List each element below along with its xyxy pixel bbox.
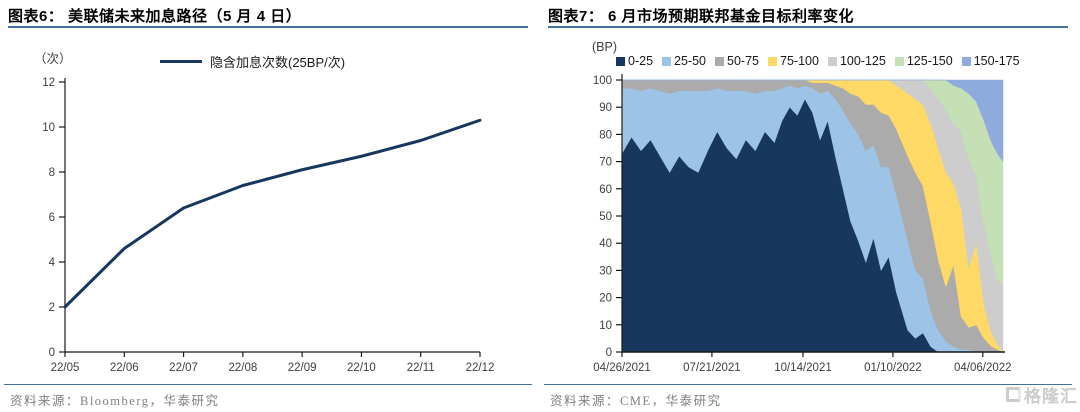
legend-label: 25-50 [674,54,707,68]
legend-item-150-175: 150-175 [961,54,1020,68]
rate-hike-path-line-chart: 0 2 4 6 8 10 12 22/05 22/06 22/07 22/08 22/09 22/10 2… [42,77,494,374]
y-tick-label: 50 [599,211,612,223]
right-chart-panel: 图表7： 6 月市场预期联邦基金目标利率变化 (BP) 0-25 25-50 50-… [540,0,1080,412]
gelonghui-logo: 格隆汇 [1006,382,1078,407]
y-tick-label: 0 [49,347,55,359]
right-source-text: 资料来源：CME，华泰研究 [550,394,722,408]
y-tick-label: 60 [599,184,612,196]
y-tick-label: 10 [599,320,612,332]
left-source-rule [4,384,532,385]
legend-item-50-75: 50-75 [715,54,759,68]
left-title-rule [8,26,528,28]
right-y-unit-label: (BP) [592,40,617,54]
legend-swatch [662,56,672,66]
y-tick-label: 8 [49,167,55,179]
left-plot-area: 0 2 4 6 8 10 12 22/05 22/06 22/07 22/08 22/09 22/10 2… [42,77,494,374]
y-tick-label: 4 [49,257,56,269]
legend-swatch [768,56,777,66]
legend-label: 125-150 [906,54,953,68]
fed-funds-target-stacked-area-chart: 0 10 20 30 40 50 60 70 80 90 100 04/26/2021 07/21/20… [593,74,1012,374]
y-tick-label: 0 [606,347,612,359]
y-tick-label: 10 [42,122,55,134]
x-tick-label: 01/10/2022 [864,362,922,374]
x-tick-label: 22/11 [407,362,435,374]
x-tick-label: 22/10 [347,362,376,374]
right-source-rule [544,384,1072,385]
legend-label: 75-100 [780,54,819,68]
right-title-rule [548,26,1068,28]
y-tick-label: 20 [599,293,612,305]
legend-item-100-125: 100-125 [827,54,886,68]
legend-label: 100-125 [839,54,886,68]
legend-swatch [961,56,971,66]
legend-swatch [894,56,904,66]
left-chart-panel: 图表6： 美联储未来加息路径（5 月 4 日） （次） 隐含加息次数(25BP/… [4,8,532,408]
x-tick-label: 22/05 [51,362,80,374]
x-tick-label: 04/26/2021 [593,362,651,374]
x-tick-label: 22/08 [228,362,257,374]
legend-swatch [827,56,837,66]
legend-swatch [616,56,625,66]
gelonghui-logo-text: 格隆汇 [1024,387,1078,406]
right-plot-area: 0 10 20 30 40 50 60 70 80 90 100 04/26/2021 07/21/20… [593,74,1012,374]
y-tick-label: 40 [599,238,612,250]
x-tick-label: 10/14/2021 [774,362,832,374]
left-chart-legend: 隐含加息次数(25BP/次) [160,52,345,71]
legend-item-25-50: 25-50 [662,54,706,68]
legend-label: 50-75 [727,54,759,68]
y-tick-label: 80 [599,129,612,141]
x-tick-label: 07/21/2021 [683,362,741,374]
legend-item-125-150: 125-150 [894,54,953,68]
gelonghui-icon [1006,387,1021,402]
x-tick-label: 22/12 [466,362,495,374]
y-tick-label: 2 [49,302,55,314]
right-chart-legend: 0-25 25-50 50-75 75-100 100-125 125-150 150-17… [616,54,1020,68]
y-tick-label: 100 [593,75,612,87]
legend-item-0-25: 0-25 [616,54,653,68]
y-tick-label: 12 [42,77,55,89]
y-tick-label: 6 [49,212,55,224]
x-tick-label: 04/06/2022 [954,362,1012,374]
legend-label: 隐含加息次数(25BP/次) [210,55,346,70]
left-y-unit-label: （次） [34,52,72,66]
legend-line-marker [160,60,202,63]
area-series-150-175 [622,79,1004,163]
y-tick-label: 70 [599,157,612,169]
legend-item-75-100: 75-100 [768,54,819,68]
x-tick-label: 22/06 [110,362,139,374]
legend-label: 150-175 [973,54,1020,68]
left-source-text: 资料来源：Bloomberg，华泰研究 [10,394,220,408]
legend-label: 0-25 [628,54,654,68]
x-tick-label: 22/09 [288,362,317,374]
y-tick-label: 30 [599,265,612,277]
right-chart-title: 图表7： 6 月市场预期联邦基金目标利率变化 [548,8,855,25]
legend-swatch [715,56,725,66]
left-chart-title: 图表6： 美联储未来加息路径（5 月 4 日） [8,8,302,25]
y-tick-label: 90 [599,102,612,114]
line-series [63,118,482,309]
x-tick-label: 22/07 [169,362,198,374]
